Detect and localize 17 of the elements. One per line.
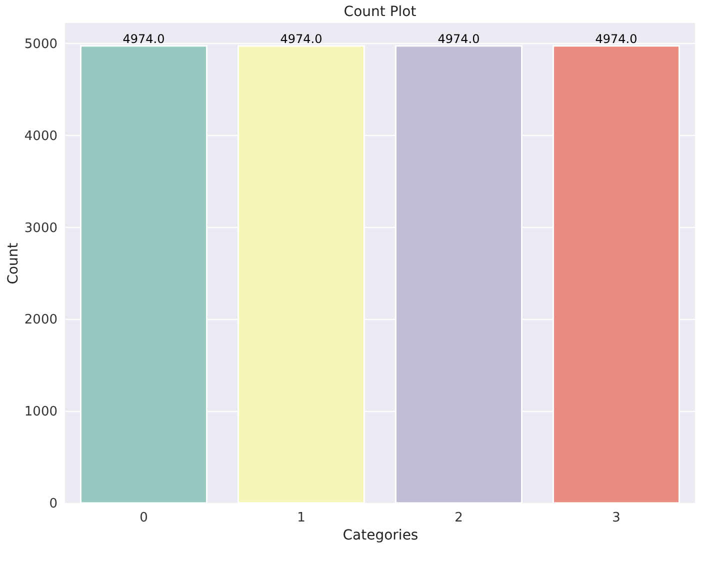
x-tick-label: 1 bbox=[297, 510, 306, 526]
y-tick-label: 1000 bbox=[24, 404, 58, 420]
y-tick-label: 0 bbox=[49, 496, 58, 512]
x-tick-label: 0 bbox=[140, 510, 148, 526]
data-label: 4974.0 bbox=[280, 32, 322, 46]
x-tick-label: 3 bbox=[612, 510, 620, 526]
x-axis-title: Categories bbox=[342, 528, 418, 544]
chart-title: Count Plot bbox=[344, 4, 417, 20]
y-tick-label: 3000 bbox=[24, 220, 58, 236]
y-tick-label: 5000 bbox=[24, 36, 58, 52]
data-label: 4974.0 bbox=[595, 32, 638, 46]
y-axis-title: Count bbox=[5, 242, 22, 284]
data-label: 4974.0 bbox=[438, 32, 480, 46]
data-label: 4974.0 bbox=[122, 32, 165, 46]
y-tick-label: 4000 bbox=[24, 128, 58, 144]
y-tick-label: 2000 bbox=[24, 312, 58, 328]
x-tick-label: 2 bbox=[454, 510, 463, 526]
